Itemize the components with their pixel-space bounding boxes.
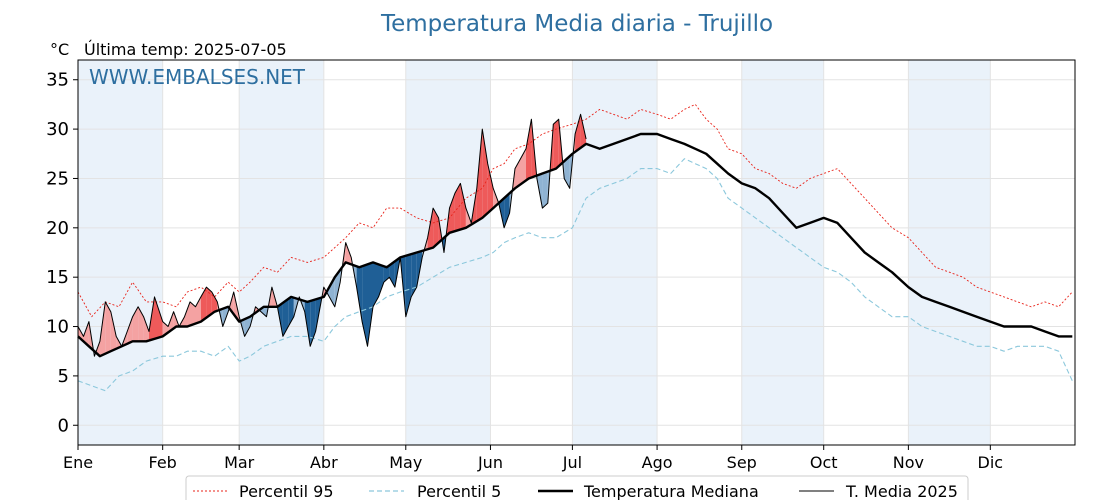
y-axis: 0 5 10 15 20 25 30 35 (46, 70, 78, 437)
x-tick-label-oct: Oct (810, 453, 838, 472)
month-band-mar (239, 60, 324, 445)
y-tick-label: 20 (46, 218, 69, 239)
legend-label-p5: Percentil 5 (417, 482, 501, 500)
x-tick-label-jun: Jun (477, 453, 503, 472)
x-axis: Ene Feb Mar Abr May Jun Jul Ago Sep Oct Nov Dic (63, 445, 1003, 472)
x-tick-label-nov: Nov (893, 453, 924, 472)
chart-title: Temperatura Media diaria - Trujillo (380, 11, 773, 37)
month-band-ene (78, 60, 163, 445)
fill-above-median (553, 119, 558, 169)
month-band-jul (572, 60, 657, 445)
month-band-sep (742, 60, 824, 445)
legend: Percentil 95 Percentil 5 Temperatura Med… (186, 476, 968, 500)
month-bands (78, 60, 990, 445)
fill-below-median (373, 262, 379, 306)
x-tick-label-ene: Ene (63, 453, 93, 472)
x-tick-label-feb: Feb (149, 453, 177, 472)
y-tick-label: 5 (58, 366, 69, 387)
x-tick-label-dic: Dic (978, 453, 1004, 472)
last-temp-label: Última temp: 2025-07-05 (84, 40, 287, 59)
fill-below-median (368, 262, 374, 346)
x-tick-label-sep: Sep (727, 453, 757, 472)
unit-label: °C (50, 40, 69, 59)
fill-below-median (379, 264, 384, 297)
x-tick-label-mar: Mar (224, 453, 255, 472)
month-band-nov (908, 60, 990, 445)
fill-below-median (542, 172, 547, 209)
x-tick-label-may: May (389, 453, 422, 472)
legend-label-median: Temperatura Mediana (583, 482, 759, 500)
legend-label-actual: T. Media 2025 (845, 482, 958, 500)
x-tick-label-jul: Jul (562, 453, 582, 472)
y-tick-label: 0 (58, 415, 69, 436)
fill-above-median (526, 119, 531, 180)
y-tick-label: 15 (46, 267, 69, 288)
x-tick-label-abr: Abr (310, 453, 338, 472)
y-tick-label: 35 (46, 70, 69, 91)
y-tick-label: 10 (46, 317, 69, 338)
legend-label-p95: Percentil 95 (239, 482, 334, 500)
y-tick-label: 30 (46, 119, 69, 140)
y-tick-label: 25 (46, 168, 69, 189)
x-tick-label-ago: Ago (642, 453, 673, 472)
watermark: WWW.EMBALSES.NET (89, 65, 306, 89)
